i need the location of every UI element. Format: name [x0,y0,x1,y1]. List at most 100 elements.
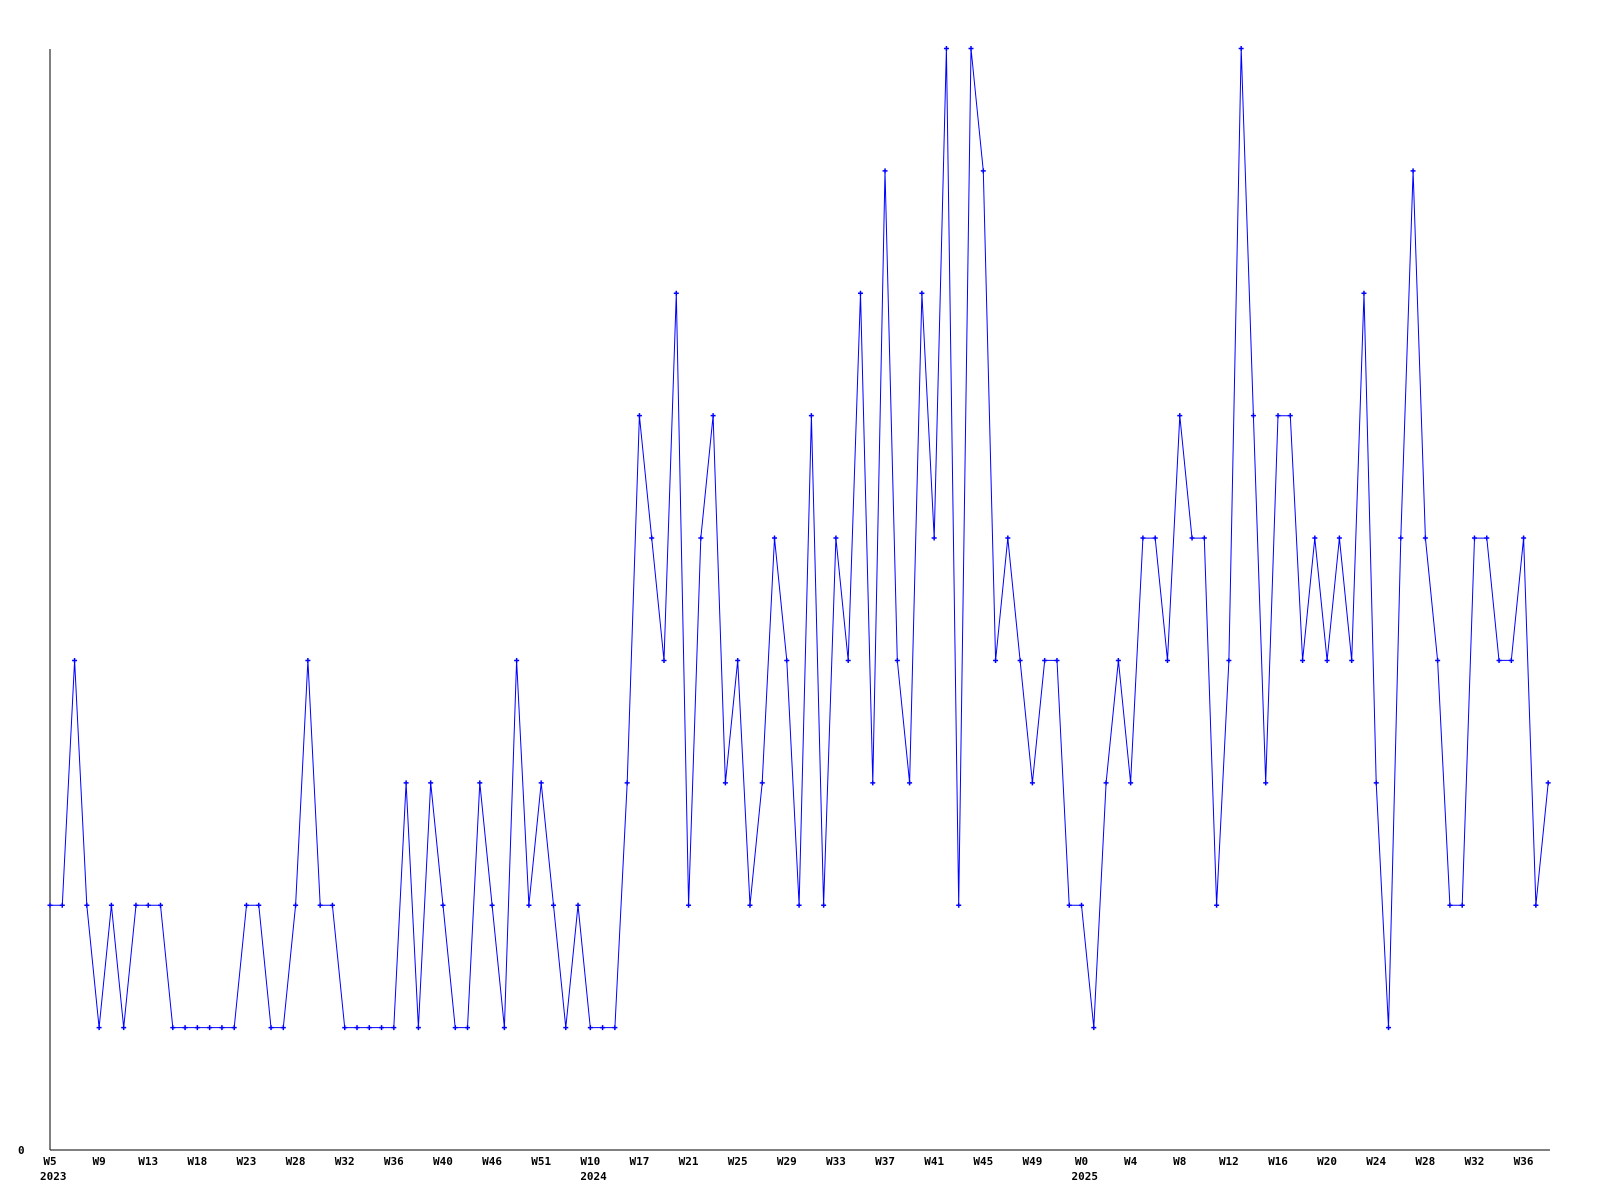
x-tick-label: W12 [1219,1155,1239,1168]
data-point-marker [943,46,949,51]
data-point-marker [280,1025,286,1031]
x-tick-label: W33 [826,1155,846,1168]
data-point-marker [956,902,962,908]
x-tick-label: W24 [1366,1155,1386,1168]
data-point-marker [1238,46,1244,51]
data-point-marker [145,902,151,908]
x-tick-label: W36 [1514,1155,1534,1168]
data-point-marker [845,657,851,663]
data-point-marker [833,535,839,541]
data-point-marker [1521,535,1527,541]
data-point-marker [600,1025,606,1031]
data-point-marker [759,780,765,786]
data-point-marker [1435,657,1441,663]
data-point-marker [1349,657,1355,663]
x-tick-label: W28 [1415,1155,1435,1168]
data-point-marker [1459,902,1465,908]
data-point-marker [968,46,974,51]
data-point-marker [379,1025,385,1031]
data-point-marker [1275,413,1281,419]
y-tick-label: 0 [18,1144,25,1157]
data-point-marker [1189,535,1195,541]
data-point-marker [686,902,692,908]
data-point-marker [698,535,704,541]
data-point-marker [489,902,495,908]
data-point-marker [1103,780,1109,786]
data-point-marker [612,1025,618,1031]
data-point-marker [428,780,434,786]
x-tick-label: W37 [875,1155,895,1168]
data-point-marker [1312,535,1318,541]
year-label: 2023 [40,1170,67,1183]
data-point-marker [857,290,863,296]
data-point-marker [1115,657,1121,663]
x-tick-label: W29 [777,1155,797,1168]
data-point-marker [47,902,53,908]
data-point-marker [993,657,999,663]
data-point-marker [563,1025,569,1031]
data-point-marker [96,1025,102,1031]
data-point-marker [980,168,986,174]
x-tick-label: W18 [187,1155,207,1168]
x-tick-label: W23 [237,1155,257,1168]
data-point-marker [1201,535,1207,541]
data-point-marker [452,1025,458,1031]
data-point-marker [1300,657,1306,663]
x-tick-label: W21 [679,1155,699,1168]
x-tick-label: W0 [1075,1155,1088,1168]
x-tick-label: W28 [286,1155,306,1168]
data-point-marker [1336,535,1342,541]
x-tick-label: W5 [43,1155,56,1168]
data-point-marker [1386,1025,1392,1031]
data-point-marker [722,780,728,786]
data-point-marker [133,902,139,908]
data-point-marker [907,780,913,786]
data-point-marker [735,657,741,663]
data-point-marker [1066,902,1072,908]
year-label: 2024 [580,1170,607,1183]
data-point-marker [170,1025,176,1031]
data-point-marker [808,413,814,419]
data-point-marker [1361,290,1367,296]
data-point-marker [108,902,114,908]
data-point-marker [317,902,323,908]
data-point-marker [538,780,544,786]
data-point-marker [784,657,790,663]
data-point-marker [1287,413,1293,419]
data-point-marker [575,902,581,908]
data-point-marker [1042,657,1048,663]
x-tick-label: W9 [92,1155,105,1168]
data-point-marker [1017,657,1023,663]
data-point-marker [1422,535,1428,541]
data-point-marker [1250,413,1256,419]
x-tick-label: W51 [531,1155,551,1168]
data-point-marker [329,902,335,908]
data-point-marker [403,780,409,786]
data-point-marker [1054,657,1060,663]
data-point-marker [293,902,299,908]
x-tick-label: W36 [384,1155,404,1168]
data-point-marker [1214,902,1220,908]
x-tick-label: W49 [1022,1155,1042,1168]
data-point-marker [72,657,78,663]
data-point-marker [440,902,446,908]
data-point-marker [1471,535,1477,541]
data-point-marker [1508,657,1514,663]
data-point-marker [1398,535,1404,541]
data-point-marker [772,535,778,541]
x-tick-label: W25 [728,1155,748,1168]
data-point-marker [649,535,655,541]
data-point-marker [1079,902,1085,908]
data-point-marker [636,413,642,419]
data-point-marker [501,1025,507,1031]
x-tick-label: W32 [1465,1155,1485,1168]
data-point-marker [84,902,90,908]
data-point-marker [1324,657,1330,663]
data-point-marker [158,902,164,908]
x-tick-label: W13 [138,1155,158,1168]
x-tick-label: W45 [973,1155,993,1168]
data-point-marker [1140,535,1146,541]
data-point-marker [1128,780,1134,786]
data-point-marker [673,290,679,296]
